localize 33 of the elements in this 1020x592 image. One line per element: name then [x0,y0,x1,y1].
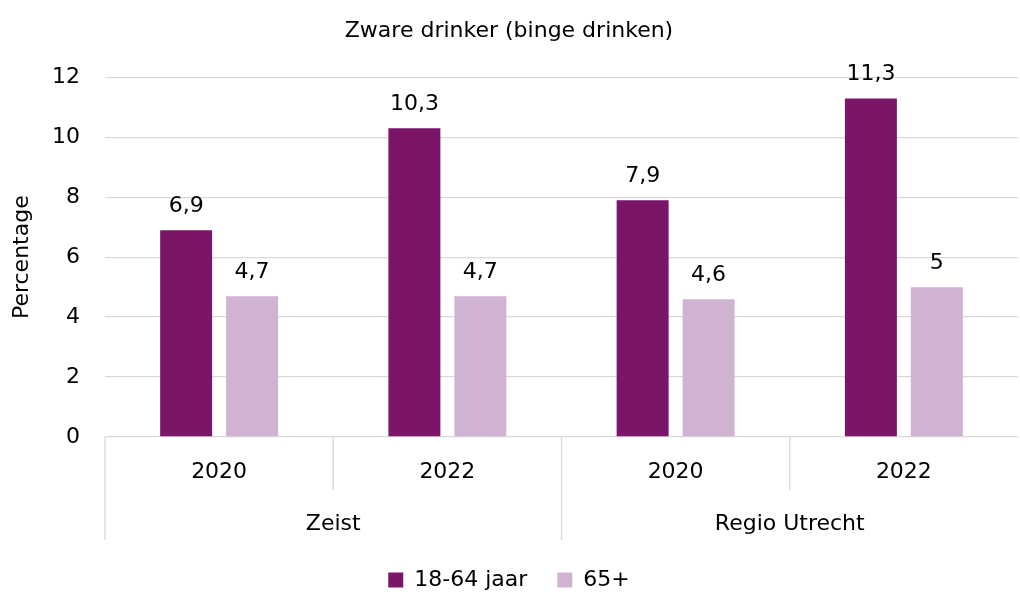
data-label: 11,3 [846,60,896,86]
data-label: 7,9 [625,162,661,188]
bar [682,299,735,437]
text: Zeist [305,509,362,535]
legend-label: 18-64 jaar [414,565,529,591]
bar [616,200,669,437]
y-axis-title: Percentage [7,195,33,320]
data-label: 4,7 [234,258,270,284]
bar [226,296,279,437]
text: Regio Utrecht [714,509,866,535]
bar [160,230,213,437]
y-tick-label: 0 [66,422,80,448]
x-tick-label: 2020 [191,457,248,483]
y-tick-label: 12 [52,63,80,89]
x-tick-label: 2022 [875,457,932,483]
data-label: 10,3 [389,90,439,116]
chart-title: Zware drinker (binge drinken) [344,16,674,42]
legend-label: 65+ [583,565,630,591]
bar [454,296,507,437]
data-label: 4,7 [462,258,498,284]
y-tick-label: 6 [66,242,80,268]
y-tick-label: 2 [66,362,80,388]
data-label: 6,9 [168,192,204,218]
data-label: 4,6 [691,261,727,287]
x-tick-label: 2020 [647,457,704,483]
y-tick-label: 10 [52,123,80,149]
y-tick-label: 4 [66,302,80,328]
y-tick-label: 8 [66,182,80,208]
bar [388,128,441,437]
bar [910,287,963,437]
data-label: 5 [929,249,944,275]
bar [844,98,897,437]
x-tick-label: 2022 [419,457,476,483]
